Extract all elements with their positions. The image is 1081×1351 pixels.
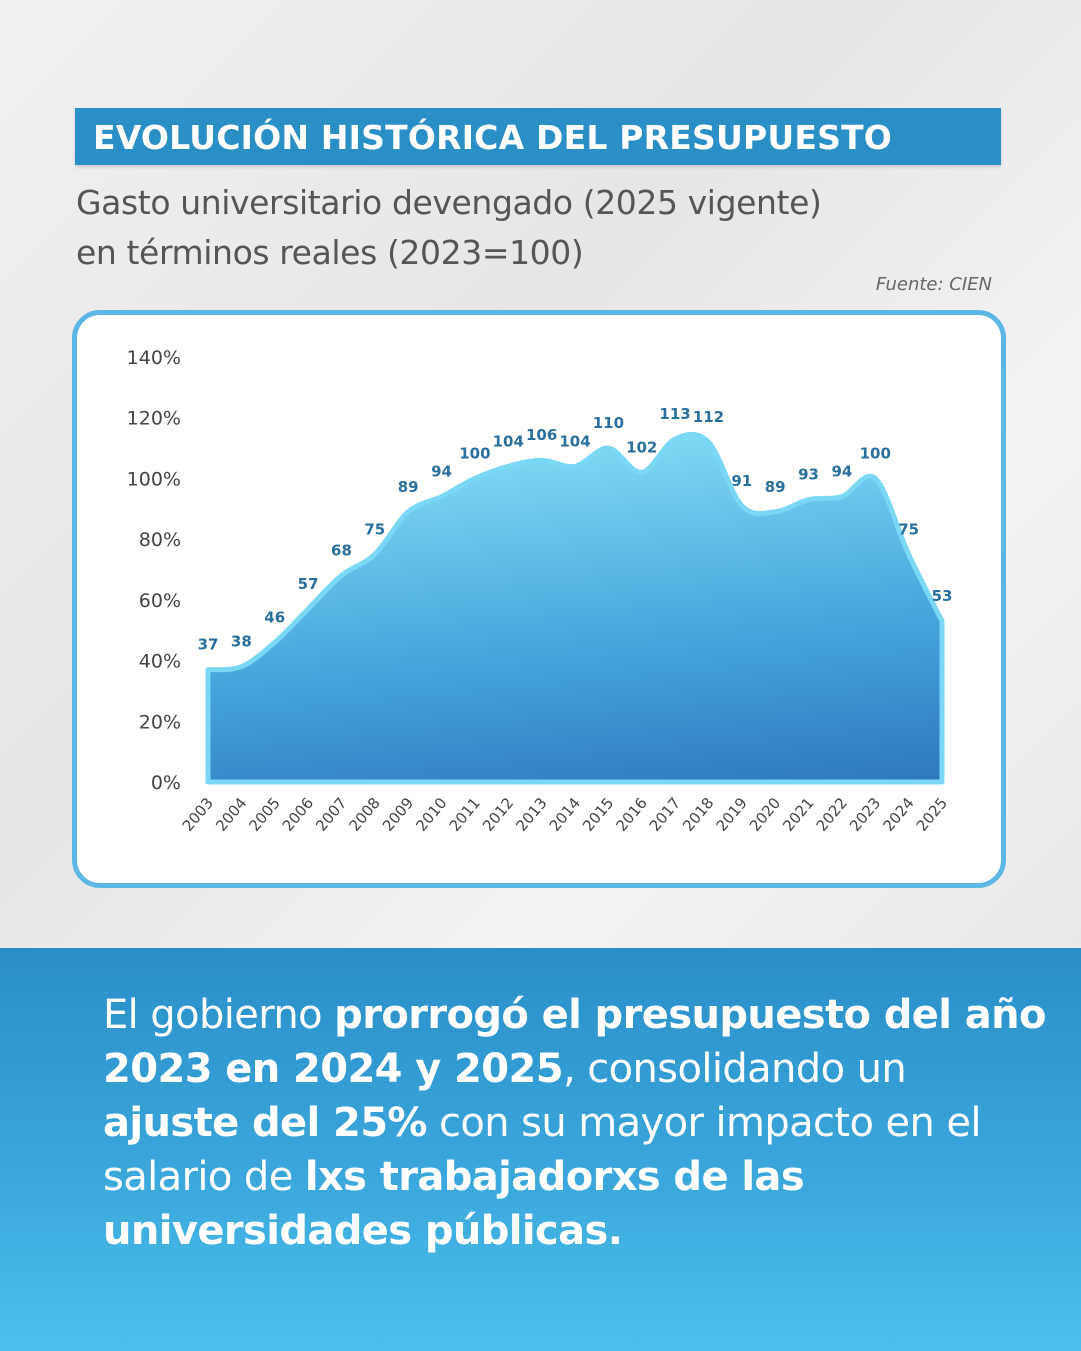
conclusion-highlight: prorrogó el presupuesto del año 2023 en …	[103, 992, 1046, 1092]
chart-card: 0% 20% 40% 60% 80% 100% 120% 140% 37 38 46 57 68 75 8…	[72, 310, 1006, 888]
data-label: 106	[526, 426, 557, 444]
x-tick-label: 2009	[379, 794, 417, 835]
x-tick-label: 2017	[646, 794, 684, 835]
x-tick-label: 2019	[713, 794, 751, 835]
subtitle-line-1: Gasto universitario devengado (2025 vige…	[76, 183, 822, 222]
x-tick-label: 2012	[479, 794, 517, 835]
x-tick-label: 2006	[279, 794, 317, 835]
y-tick-label: 20%	[139, 711, 181, 733]
subtitle-line-2: en términos reales (2023=100)	[76, 233, 584, 272]
x-tick-label: 2014	[546, 794, 584, 835]
x-tick-label: 2003	[179, 794, 217, 835]
y-tick-label: 80%	[139, 529, 181, 551]
data-label: 110	[593, 414, 624, 432]
source-note: Fuente: CIEN	[875, 274, 992, 295]
x-tick-label: 2024	[879, 794, 917, 835]
data-label: 112	[693, 408, 724, 426]
data-label: 89	[398, 478, 419, 496]
x-tick-label: 2010	[412, 794, 450, 835]
y-tick-label: 100%	[127, 468, 181, 490]
conclusion-segment: con su mayor impacto en el salario de	[103, 1100, 981, 1200]
conclusion-band: El gobierno prorrogó el presupuesto del …	[0, 948, 1081, 1351]
x-tick-label: 2023	[846, 794, 884, 835]
x-tick-label: 2004	[212, 794, 250, 835]
data-label: 57	[298, 575, 319, 593]
data-label: 75	[898, 520, 919, 538]
data-label: 93	[798, 466, 819, 484]
x-tick-label: 2016	[612, 794, 650, 835]
chart-subtitle: Gasto universitario devengado (2025 vige…	[76, 178, 1016, 278]
y-tick-label: 60%	[139, 590, 181, 612]
data-label: 53	[932, 587, 953, 605]
y-tick-label: 120%	[127, 408, 181, 430]
x-tick-label: 2007	[312, 794, 350, 835]
x-tick-label: 2022	[813, 794, 851, 835]
y-tick-label: 140%	[127, 347, 181, 369]
data-label: 102	[626, 438, 657, 456]
data-label: 94	[831, 463, 852, 481]
data-label: 68	[331, 542, 352, 560]
conclusion-highlight: ajuste del 25%	[103, 1100, 428, 1146]
area-series	[205, 431, 945, 785]
x-tick-label: 2025	[913, 794, 951, 835]
data-label: 104	[493, 432, 524, 450]
title-bar: EVOLUCIÓN HISTÓRICA DEL PRESUPUESTO	[75, 108, 1001, 165]
x-tick-label: 2008	[346, 794, 384, 835]
data-label: 100	[860, 444, 891, 462]
data-label: 37	[198, 636, 219, 654]
x-tick-label: 2018	[679, 794, 717, 835]
conclusion-text: El gobierno prorrogó el presupuesto del …	[103, 988, 1053, 1258]
data-label: 104	[559, 432, 590, 450]
data-label: 89	[765, 478, 786, 496]
page-title: EVOLUCIÓN HISTÓRICA DEL PRESUPUESTO	[93, 118, 893, 157]
x-tick-label: 2005	[245, 794, 283, 835]
data-label: 100	[459, 444, 490, 462]
data-label: 46	[264, 608, 285, 626]
y-tick-label: 40%	[139, 651, 181, 673]
conclusion-segment: El gobierno	[103, 992, 335, 1038]
data-label: 75	[364, 520, 385, 538]
data-label: 94	[431, 463, 452, 481]
x-tick-label: 2015	[579, 794, 617, 835]
x-tick-label: 2020	[746, 794, 784, 835]
x-tick-label: 2011	[446, 794, 484, 835]
x-tick-label: 2013	[512, 794, 550, 835]
data-label: 91	[731, 472, 752, 490]
y-tick-label: 0%	[151, 772, 181, 794]
area-chart: 0% 20% 40% 60% 80% 100% 120% 140% 37 38 46 57 68 75 8…	[127, 347, 953, 835]
x-tick-label: 2021	[779, 794, 817, 835]
data-label: 38	[231, 633, 252, 651]
data-label: 113	[659, 405, 690, 423]
conclusion-segment: , consolidando un	[562, 1046, 907, 1092]
conclusion-highlight: lxs trabajadorxs de las universidades pú…	[103, 1154, 805, 1254]
